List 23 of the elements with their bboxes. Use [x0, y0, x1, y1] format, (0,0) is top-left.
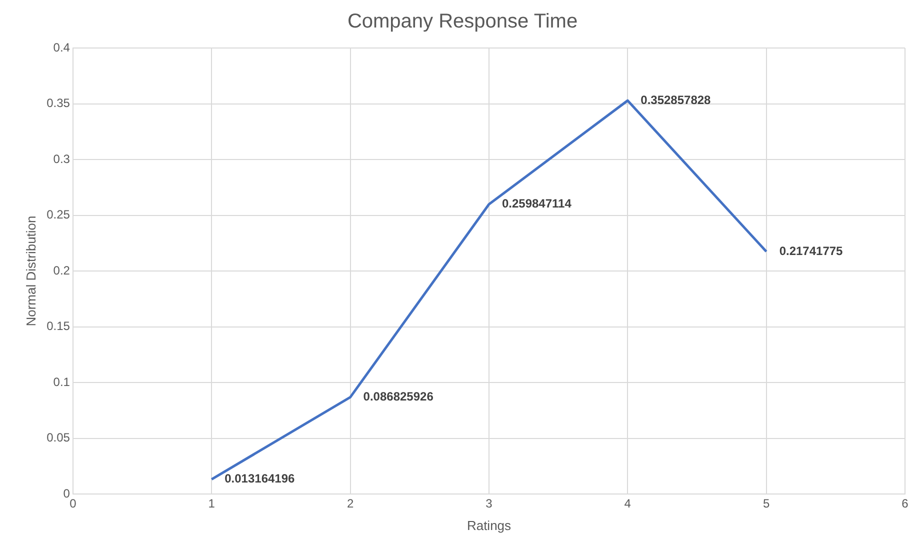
data-label: 0.21741775	[779, 244, 844, 258]
x-tick-label: 4	[624, 496, 632, 511]
data-label: 0.086825926	[363, 390, 434, 404]
data-label: 0.352857828	[640, 92, 712, 107]
x-tick-label: 2	[346, 496, 354, 511]
y-tick-label: 0.35	[46, 96, 70, 110]
x-tick-label: 5	[762, 496, 770, 511]
x-tick-label: 1	[208, 496, 216, 511]
y-tick-label: 0.05	[46, 430, 70, 445]
y-tick-label: 0.4	[53, 40, 70, 54]
x-tick-label: 3	[486, 496, 493, 511]
x-tick-label: 6	[902, 496, 909, 511]
data-label: 0.013164196	[224, 472, 296, 486]
y-tick-label: 0.25	[46, 208, 70, 222]
y-tick-label: 0.1	[53, 374, 70, 389]
y-tick-label: 0.2	[53, 263, 70, 278]
y-axis-title: Normal Distribution	[23, 216, 38, 326]
x-axis-title: Ratings	[466, 518, 512, 533]
chart-title: Company Response Time	[347, 10, 578, 33]
data-label: 0.259847114	[502, 196, 572, 211]
y-tick-label: 0.15	[46, 319, 70, 334]
y-tick-label: 0.3	[53, 152, 70, 166]
y-tick-label: 0	[63, 486, 70, 500]
